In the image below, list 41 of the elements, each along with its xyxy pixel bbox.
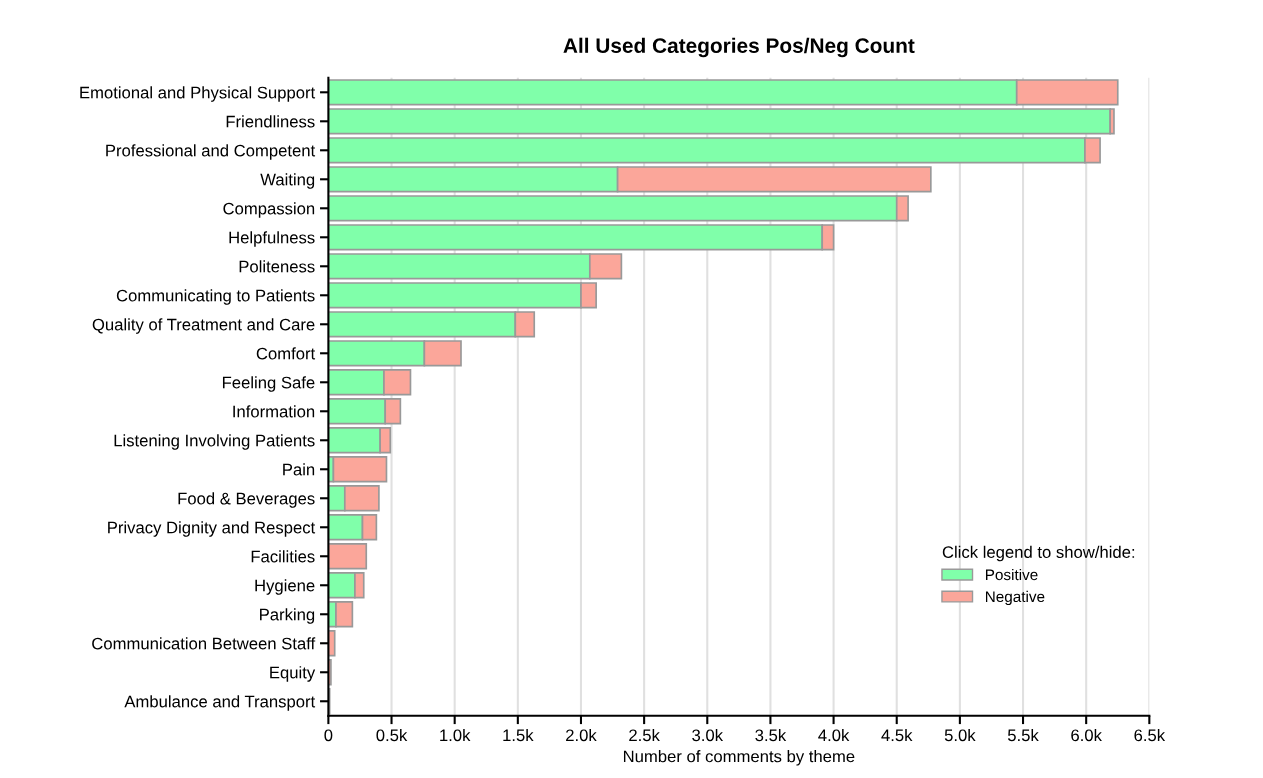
- legend-title: Click legend to show/hide:: [942, 545, 1135, 562]
- y-tick-label: Ambulance and Transport: [124, 695, 316, 711]
- y-tick-label: Listening Involving Patients: [114, 434, 315, 450]
- y-tick-label: Parking: [260, 608, 315, 624]
- x-tick-label: 5.0k: [944, 728, 976, 742]
- x-tick-label: 5.5k: [1007, 728, 1039, 742]
- y-tick-label: Feeling Safe: [222, 376, 315, 392]
- y-tick-label: Facilities: [251, 550, 315, 563]
- x-tick-label: 4.0k: [818, 728, 850, 742]
- x-tick-label: 2.5k: [629, 728, 660, 742]
- y-tick-label: Compassion: [223, 202, 315, 218]
- y-tick-label: Communication Between Staff: [92, 637, 316, 650]
- y-tick-label: Friendliness: [226, 115, 315, 128]
- x-tick-label: 3.0k: [692, 728, 724, 742]
- x-tick-label: 0.5k: [376, 728, 408, 742]
- y-tick-label: Professional and Competent: [106, 144, 316, 160]
- y-tick-label: Information: [233, 405, 315, 418]
- legend-label: Positive: [985, 568, 1038, 581]
- y-tick-label: Equity: [270, 666, 316, 682]
- x-tick-label: 1.5k: [503, 728, 534, 742]
- y-tick-label: Politeness: [239, 260, 315, 273]
- x-tick-label: 1.0k: [440, 728, 471, 742]
- x-tick-label: 2.0k: [566, 728, 597, 742]
- y-tick-label: Emotional and Physical Support: [80, 86, 316, 102]
- x-tick-label: 3.5k: [755, 728, 787, 742]
- x-tick-label: 4.5k: [881, 728, 913, 742]
- y-tick-label: Quality of Treatment and Care: [92, 318, 315, 334]
- x-axis-title: Number of comments by theme: [623, 750, 855, 766]
- y-tick-label: Comfort: [256, 347, 316, 360]
- y-tick-label: Pain: [283, 463, 315, 476]
- y-tick-label: Hygiene: [255, 579, 315, 595]
- x-tick-label: 6.0k: [1071, 728, 1102, 742]
- chart-title: All Used Categories Pos/Neg Count: [563, 37, 915, 58]
- y-tick-label: Food & Beverages: [178, 492, 315, 508]
- y-tick-label: Privacy Dignity and Respect: [108, 521, 316, 537]
- y-tick-label: Communicating to Patients: [116, 289, 315, 305]
- x-tick-label: 6.5k: [1134, 728, 1166, 742]
- y-tick-label: Waiting: [260, 173, 315, 189]
- y-tick-label: Helpfulness: [229, 231, 315, 247]
- x-tick-label: 0: [324, 729, 333, 742]
- legend-label: Negative: [985, 590, 1045, 606]
